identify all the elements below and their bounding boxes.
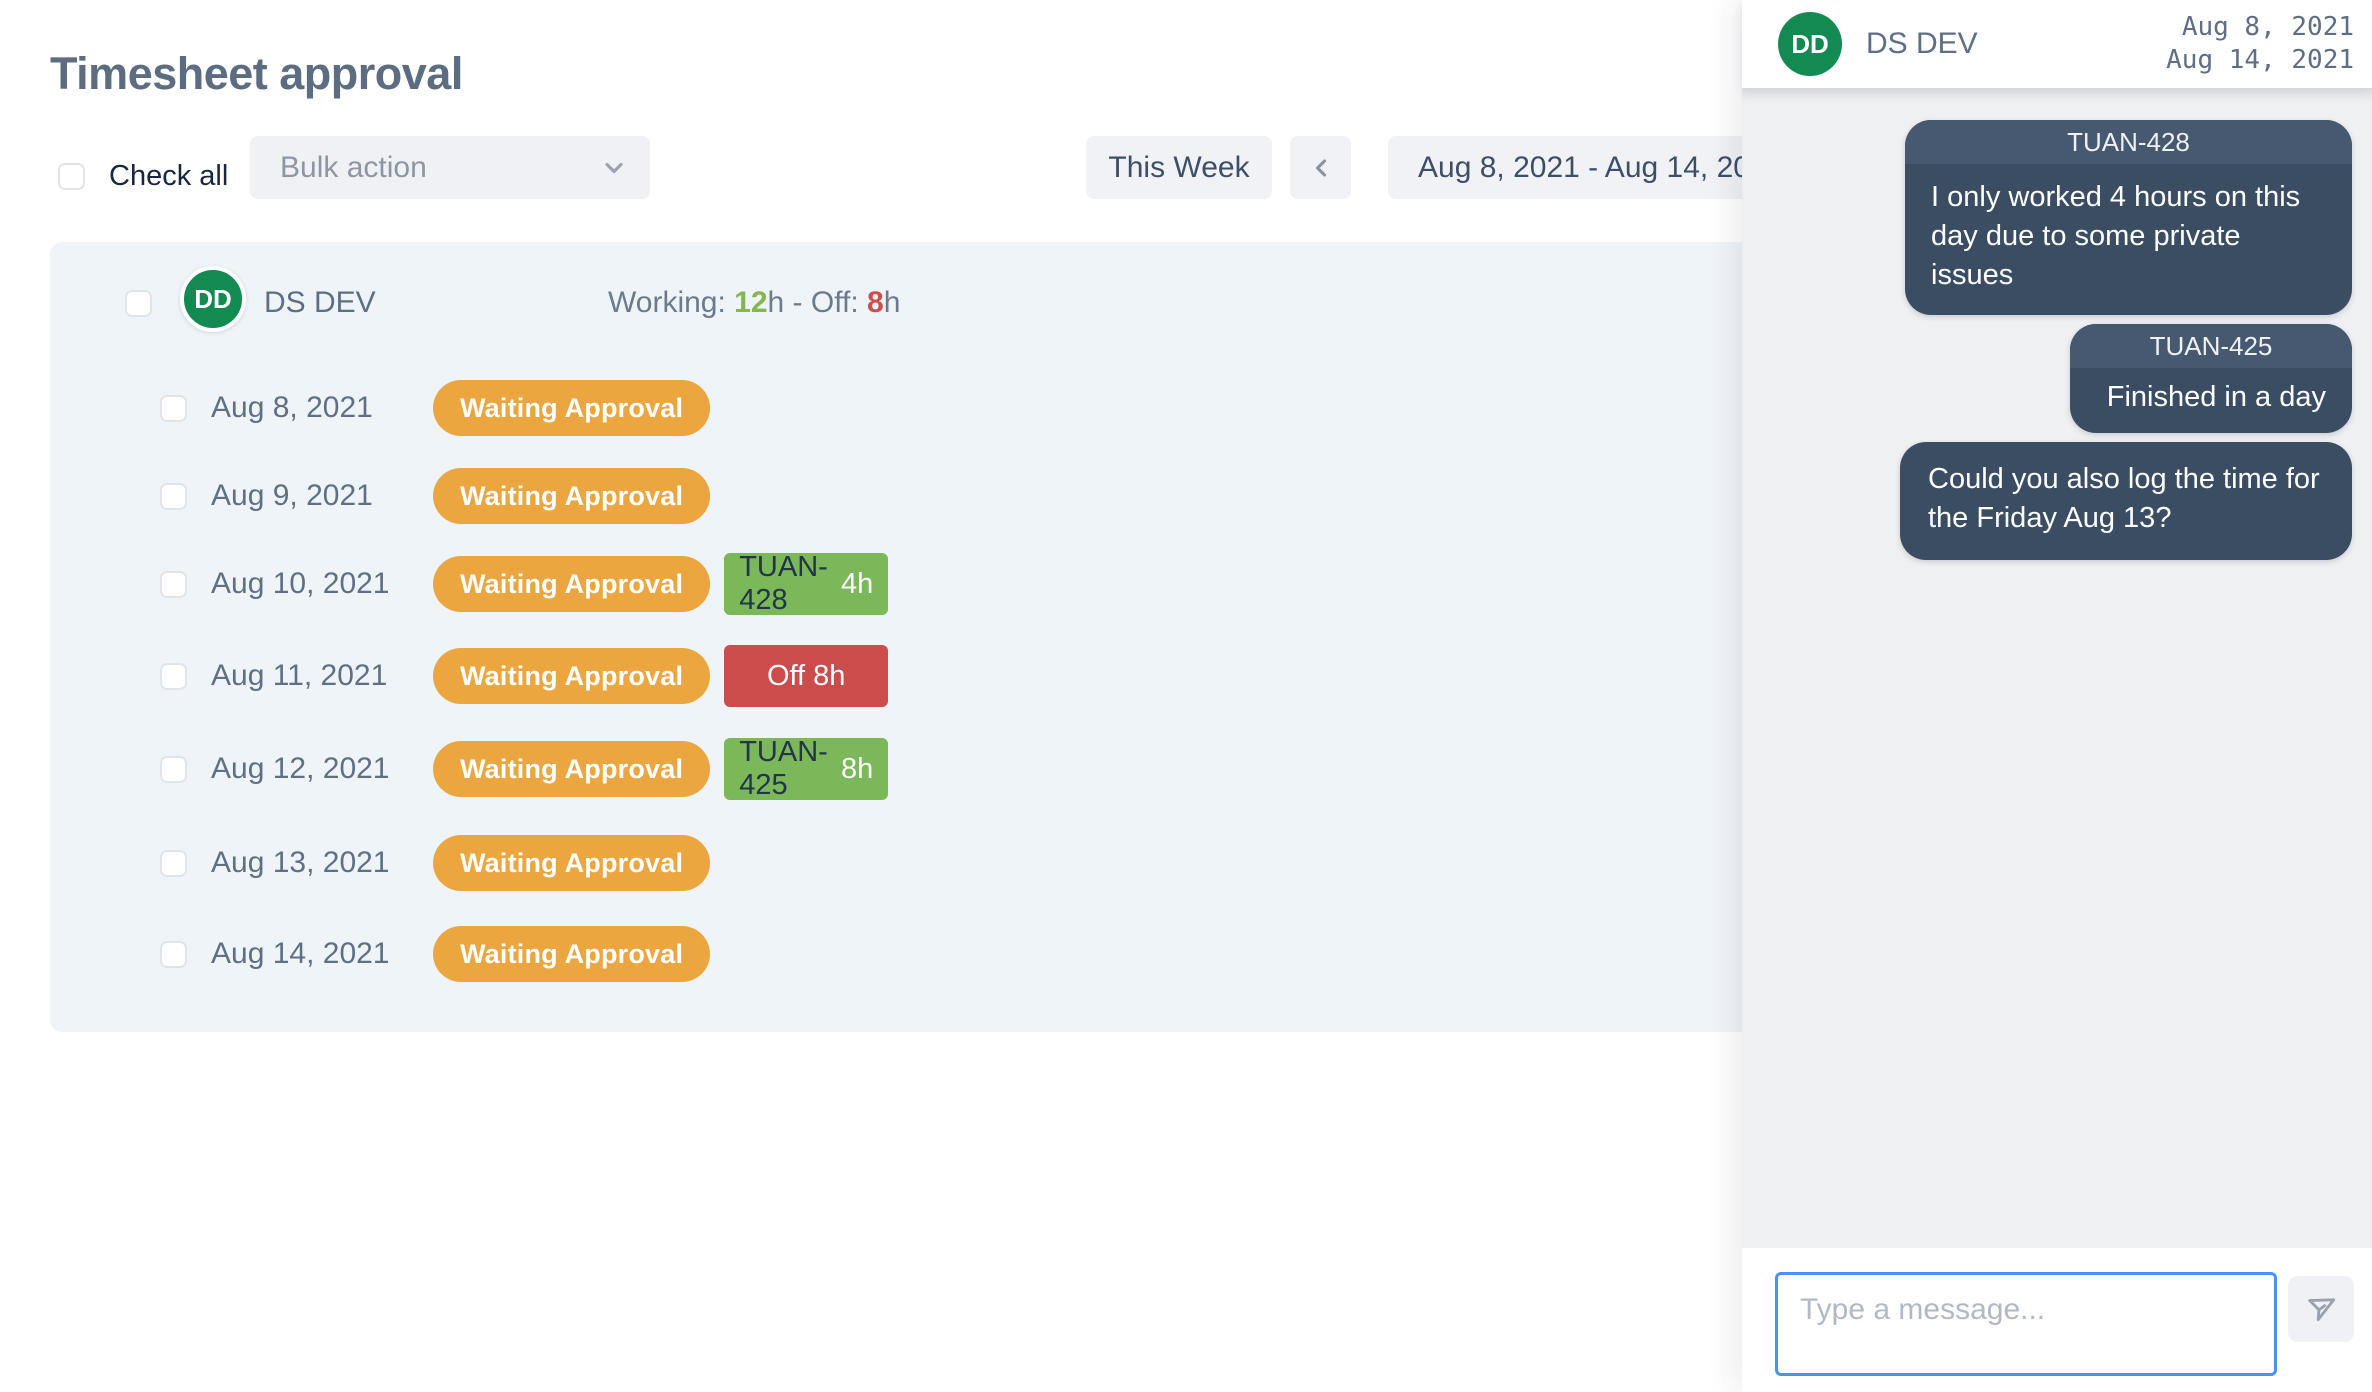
bulk-action-selected-value: Bulk action [280, 150, 427, 184]
day-off-badge[interactable]: Off 8h [724, 645, 889, 707]
chat-period-start: Aug 8, 2021 [2181, 12, 2354, 42]
message-text: Could you also log the time for the Frid… [1928, 463, 2320, 534]
check-all-control[interactable]: Check all [58, 150, 228, 202]
chat-message-input[interactable] [1775, 1272, 2277, 1376]
table-row: Aug 8, 2021 Waiting Approval [50, 377, 2322, 439]
row-checkbox[interactable] [160, 940, 187, 968]
working-label: Working: [608, 286, 735, 319]
task-code: TUAN-428 [739, 551, 828, 616]
chevron-left-icon [1315, 158, 1326, 177]
task-hours: 4h [840, 567, 874, 600]
chat-message-list: TUAN-428 I only worked 4 hours on this d… [1742, 88, 2372, 1248]
row-checkbox[interactable] [160, 482, 187, 510]
table-row: Aug 9, 2021 Waiting Approval [50, 465, 2322, 527]
row-checkbox[interactable] [160, 662, 187, 690]
send-message-button[interactable] [2288, 1276, 2354, 1342]
message-task-tag: TUAN-428 [1905, 120, 2352, 164]
chat-message: Could you also log the time for the Frid… [1900, 442, 2352, 560]
hours-summary: Working: 12h - Off: 8h [608, 286, 900, 320]
table-row: Aug 13, 2021 Waiting Approval [50, 832, 2322, 894]
row-date: Aug 13, 2021 [211, 846, 390, 879]
day-off-label: Off 8h [766, 659, 846, 692]
previous-week-button[interactable] [1290, 136, 1351, 199]
task-badge[interactable]: TUAN-425 8h [724, 736, 889, 801]
row-date: Aug 10, 2021 [211, 567, 390, 600]
check-all-label: Check all [109, 159, 229, 192]
status-badge[interactable]: Waiting Approval [433, 926, 711, 982]
chat-user-avatar: DD [1778, 12, 1842, 76]
chat-header: DD DS DEV Aug 8, 2021 Aug 14, 2021 [1742, 0, 2372, 88]
row-date: Aug 9, 2021 [211, 479, 373, 512]
this-week-button[interactable]: This Week [1086, 136, 1272, 199]
chat-period-end: Aug 14, 2021 [2166, 45, 2354, 75]
status-badge[interactable]: Waiting Approval [433, 648, 711, 704]
bulk-action-select[interactable]: Bulk action [250, 136, 650, 199]
row-checkbox[interactable] [160, 755, 187, 783]
row-date: Aug 14, 2021 [211, 937, 390, 970]
off-hours-value: 8 [867, 286, 884, 319]
row-date: Aug 8, 2021 [211, 391, 373, 424]
send-icon [2308, 1298, 2336, 1322]
task-badge[interactable]: TUAN-428 4h [724, 551, 889, 616]
table-row: Aug 10, 2021 Waiting Approval TUAN-428 4… [50, 551, 2322, 616]
chat-period: Aug 8, 2021 Aug 14, 2021 [2166, 11, 2354, 77]
user-avatar: DD [180, 266, 246, 332]
working-hours-value: 12 [734, 286, 768, 319]
row-checkbox[interactable] [160, 570, 187, 598]
user-name: DS DEV [264, 286, 376, 319]
task-hours: 8h [840, 752, 874, 785]
row-checkbox[interactable] [160, 394, 187, 422]
page-title: Timesheet approval [50, 48, 463, 99]
table-row: Aug 14, 2021 Waiting Approval [50, 923, 2322, 985]
user-row-checkbox[interactable] [125, 290, 152, 317]
row-checkbox[interactable] [160, 849, 187, 877]
table-row: Aug 11, 2021 Waiting Approval Off 8h [50, 645, 2322, 707]
status-badge[interactable]: Waiting Approval [433, 741, 711, 797]
row-date: Aug 12, 2021 [211, 752, 390, 785]
check-all-checkbox[interactable] [58, 162, 85, 190]
chat-message: TUAN-428 I only worked 4 hours on this d… [1905, 120, 2352, 315]
summary-unit: h [883, 286, 901, 319]
status-badge[interactable]: Waiting Approval [433, 468, 711, 524]
message-text: Finished in a day [2106, 381, 2326, 413]
status-badge[interactable]: Waiting Approval [433, 835, 711, 891]
task-code: TUAN-425 [739, 736, 828, 801]
row-date: Aug 11, 2021 [211, 659, 388, 692]
chat-panel: DD DS DEV Aug 8, 2021 Aug 14, 2021 TUAN-… [1742, 0, 2372, 1392]
chat-user-name: DS DEV [1866, 27, 1978, 60]
message-task-tag: TUAN-425 [2070, 324, 2352, 368]
status-badge[interactable]: Waiting Approval [433, 556, 711, 612]
chat-input-bar [1742, 1248, 2372, 1392]
status-badge[interactable]: Waiting Approval [433, 380, 711, 436]
chevron-down-icon [605, 162, 623, 173]
table-row: Aug 12, 2021 Waiting Approval TUAN-425 8… [50, 736, 2322, 801]
chat-message: TUAN-425 Finished in a day [2070, 324, 2352, 433]
message-text: I only worked 4 hours on this day due to… [1931, 181, 2301, 291]
summary-mid: h - Off: [767, 286, 868, 319]
